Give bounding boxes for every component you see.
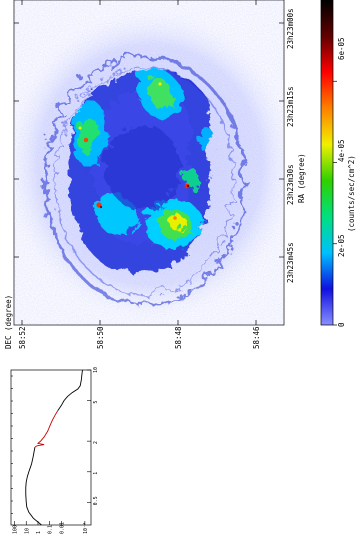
spectrum-ticks xyxy=(11,369,91,525)
spectrum-y-tick-label-1: 0.01 xyxy=(59,522,65,534)
dec-tick-label-1: 58:50 xyxy=(96,326,105,349)
xray-image xyxy=(14,0,284,325)
spectrum-y-tick-label-4: 10 xyxy=(24,528,30,534)
colorbar-ticks xyxy=(333,80,337,326)
spectrum-tick-labels: 0.5 1 2 5 10 10⁻⁴ 0.01 0.1 1 10 100 xyxy=(13,367,99,534)
colorbar-title: (counts/sec/cm^2) xyxy=(347,155,356,232)
spectrum-y-tick-label-5: 100 xyxy=(13,525,19,534)
spectrum-y-tick-label-2: 0.1 xyxy=(48,525,54,534)
ra-tick-label-0: 23h23m00s xyxy=(286,8,295,49)
dec-tick-label-0: 58:52 xyxy=(18,326,27,349)
dec-tick-label-3: 58:46 xyxy=(252,326,261,349)
colorbar-tick-label-2: 4e-05 xyxy=(337,139,346,162)
spectrum-x-tick-label-1: 1 xyxy=(93,472,99,475)
spectrum-series-2 xyxy=(57,370,83,411)
colorbar-scale xyxy=(320,0,334,326)
spectrum-x-tick-label-2: 2 xyxy=(93,441,99,444)
dec-tick-label-2: 58:48 xyxy=(174,326,183,349)
dec-axis-title: DEC (degree) xyxy=(4,295,13,349)
ra-tick-label-1: 23h23m15s xyxy=(286,86,295,127)
spectrum-x-tick-label-0: 0.5 xyxy=(93,496,99,505)
ra-tick-label-3: 23h23m45s xyxy=(286,242,295,283)
spectrum-frame xyxy=(10,369,92,526)
spectrum-y-tick-label-3: 1 xyxy=(36,531,42,534)
spectrum-x-tick-label-3: 5 xyxy=(93,401,99,404)
spectrum-panel: 0.5 1 2 5 10 10⁻⁴ 0.01 0.1 1 10 100 xyxy=(10,367,99,534)
ra-axis-title: RA (degree) xyxy=(297,153,306,203)
colorbar-tick-label-0: 0 xyxy=(337,322,346,327)
spectrum-series-0 xyxy=(25,446,42,525)
dec-tick-labels: 58:52 58:50 58:48 58:46 xyxy=(18,326,261,349)
colorbar: 0 2e-05 4e-05 6e-05 (counts/sec/cm^2) xyxy=(320,0,356,327)
spectrum-series-1 xyxy=(34,410,59,448)
ra-tick-label-2: 23h23m30s xyxy=(286,164,295,205)
colorbar-tick-label-1: 2e-05 xyxy=(337,234,346,257)
image-ticks xyxy=(14,0,284,325)
image-panel: 23h23m00s 23h23m15s 23h23m30s 23h23m45s … xyxy=(4,0,306,349)
spectrum-x-tick-label-4: 10 xyxy=(93,367,99,373)
ra-tick-labels: 23h23m00s 23h23m15s 23h23m30s 23h23m45s xyxy=(286,8,295,283)
colorbar-tick-label-3: 6e-05 xyxy=(337,37,346,60)
spectrum-y-tick-label-0: 10⁻⁴ xyxy=(83,522,89,534)
